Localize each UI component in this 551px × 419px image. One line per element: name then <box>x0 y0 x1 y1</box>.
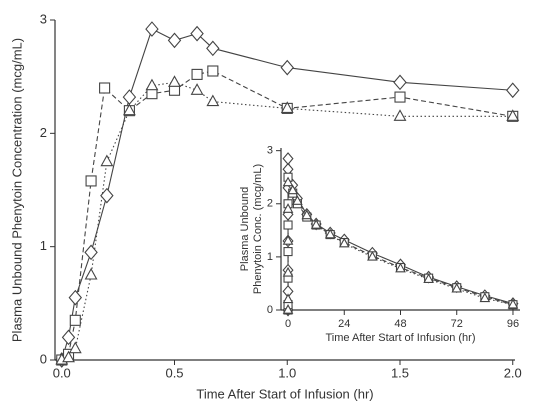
diamond-marker <box>68 289 83 306</box>
square-marker <box>99 82 111 94</box>
x-tick-label: 0.0 <box>53 365 71 380</box>
y-tick-label: 2 <box>40 125 47 140</box>
square-marker <box>207 65 219 77</box>
square-marker <box>69 314 81 326</box>
triangle-marker <box>451 282 463 293</box>
y-tick-label: 0 <box>267 304 273 316</box>
triangle-marker <box>282 235 294 245</box>
x-tick-label: 96 <box>507 318 519 330</box>
triangle-marker <box>206 94 220 107</box>
triangle-marker <box>282 266 294 277</box>
triangle-marker <box>122 103 136 116</box>
triangle-marker <box>338 237 350 248</box>
diamond-marker <box>61 329 76 346</box>
diamond-marker <box>206 40 220 57</box>
triangle-marker <box>62 350 75 363</box>
y-axis-label: Phenytoin Conc. (mcg/mL) <box>252 164 264 294</box>
triangle-marker <box>282 203 294 213</box>
triangle-marker <box>310 219 322 229</box>
x-tick-label: 0 <box>285 318 291 330</box>
x-axis-label: Time After Start of Infusion (hr) <box>196 386 373 401</box>
triangle-marker <box>190 83 204 95</box>
x-axis-label: Time After Start of Infusion (hr) <box>326 332 476 344</box>
square-marker <box>283 247 293 257</box>
triangle-marker <box>100 154 114 167</box>
y-tick-label: 1 <box>267 251 273 263</box>
y-tick-label: 3 <box>267 145 273 157</box>
triangle-marker <box>282 304 294 314</box>
diamond-marker <box>280 59 294 76</box>
triangle-marker <box>168 75 181 87</box>
y-tick-label: 3 <box>40 11 47 26</box>
triangle-marker <box>68 341 82 354</box>
square-marker <box>283 220 293 230</box>
triangle-marker <box>280 101 294 113</box>
triangle-marker <box>393 109 407 121</box>
triangle-marker <box>292 195 303 205</box>
triangle-marker <box>507 298 519 309</box>
x-tick-label: 1.0 <box>278 365 296 380</box>
diamond-marker <box>145 21 159 37</box>
triangle-marker <box>84 267 98 280</box>
y-tick-label: 2 <box>267 198 273 210</box>
y-axis-label: Plasma Unbound Phenytoin Concentration (… <box>9 38 24 342</box>
diamond-marker <box>393 74 407 91</box>
series-line <box>287 180 514 310</box>
diamond-marker <box>167 32 182 49</box>
x-tick-label: 2.0 <box>504 365 522 380</box>
x-tick-label: 0.5 <box>165 365 183 380</box>
square-marker <box>394 91 406 103</box>
y-axis-label: Plasma Unbound <box>239 187 251 271</box>
triangle-marker <box>479 292 491 303</box>
triangle-marker <box>301 209 313 220</box>
diamond-marker <box>84 244 98 261</box>
diamond-marker <box>282 152 294 166</box>
square-marker <box>191 68 203 80</box>
triangle-marker <box>282 293 294 304</box>
x-tick-label: 72 <box>451 318 463 330</box>
y-tick-label: 0 <box>40 351 47 366</box>
triangle-marker <box>506 109 520 121</box>
triangle-marker <box>367 250 378 261</box>
diamond-marker <box>100 187 114 204</box>
x-tick-label: 24 <box>338 318 350 330</box>
triangle-marker <box>324 228 336 239</box>
triangle-marker <box>145 78 159 91</box>
triangle-marker <box>287 184 299 195</box>
triangle-marker <box>423 273 434 283</box>
triangle-marker <box>282 176 294 187</box>
square-marker <box>85 175 97 187</box>
triangle-marker <box>395 262 406 273</box>
x-tick-label: 48 <box>394 318 406 330</box>
diamond-marker <box>506 82 520 99</box>
diamond-marker <box>122 89 137 105</box>
y-tick-label: 1 <box>40 238 47 253</box>
x-tick-label: 1.5 <box>391 365 409 380</box>
diamond-marker <box>190 25 204 42</box>
